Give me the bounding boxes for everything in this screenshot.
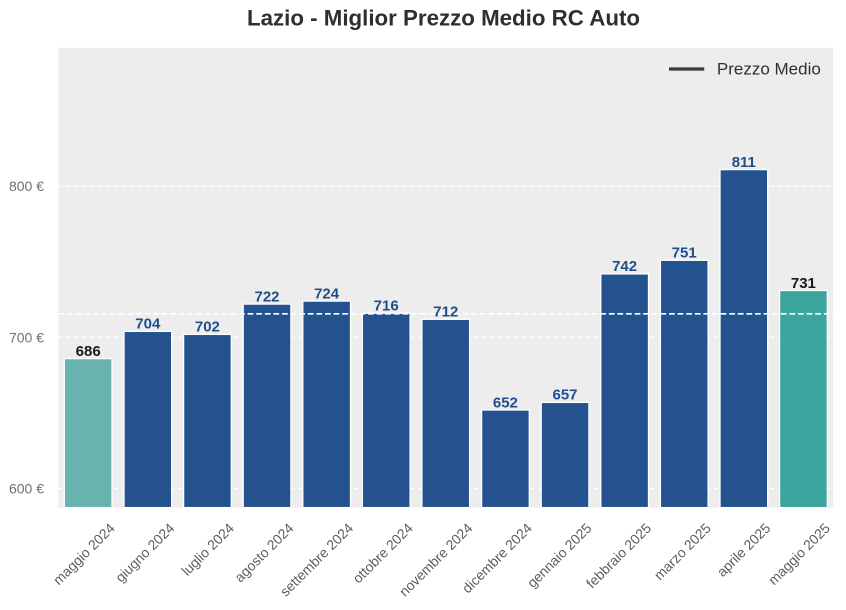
svg-text:702: 702 — [195, 319, 220, 336]
svg-text:800 €: 800 € — [9, 178, 44, 194]
svg-text:657: 657 — [552, 387, 577, 404]
svg-text:731: 731 — [791, 275, 816, 292]
svg-text:652: 652 — [493, 394, 518, 411]
svg-text:742: 742 — [612, 258, 637, 275]
svg-text:722: 722 — [254, 288, 279, 305]
svg-text:724: 724 — [314, 285, 340, 302]
svg-text:Prezzo Medio: Prezzo Medio — [717, 60, 821, 79]
svg-text:751: 751 — [672, 245, 697, 262]
svg-text:811: 811 — [732, 154, 756, 171]
svg-text:712: 712 — [433, 304, 458, 321]
svg-text:716: 716 — [374, 298, 399, 315]
svg-text:700 €: 700 € — [9, 329, 44, 345]
svg-text:600 €: 600 € — [9, 481, 44, 497]
svg-text:Lazio - Miglior Prezzo Medio R: Lazio - Miglior Prezzo Medio RC Auto — [247, 5, 640, 30]
svg-text:704: 704 — [135, 316, 161, 333]
svg-text:686: 686 — [76, 343, 101, 360]
